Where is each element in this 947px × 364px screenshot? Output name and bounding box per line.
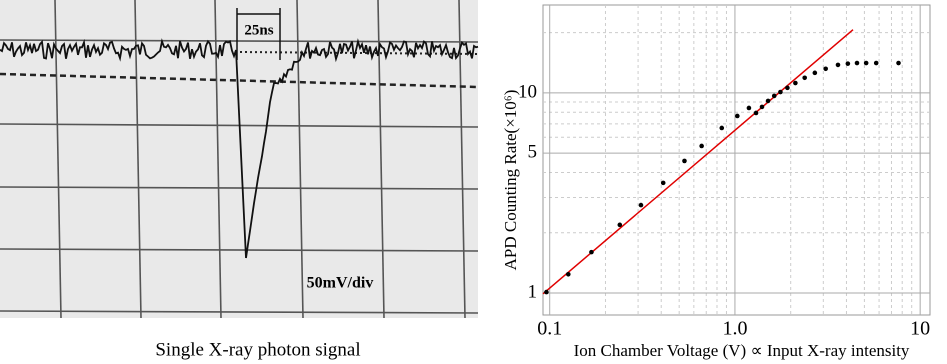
data-point bbox=[896, 61, 901, 66]
data-point bbox=[760, 105, 765, 110]
data-point bbox=[813, 71, 818, 76]
data-point bbox=[823, 66, 828, 71]
scale-label: 50mV/div bbox=[307, 275, 374, 292]
data-point bbox=[589, 250, 594, 255]
data-point bbox=[544, 290, 549, 295]
data-point bbox=[864, 61, 869, 66]
x-tick-label: 0.1 bbox=[537, 318, 562, 340]
y-tick-label: 10 bbox=[518, 81, 537, 102]
data-point bbox=[772, 94, 777, 99]
data-point bbox=[566, 272, 571, 277]
data-point bbox=[855, 61, 860, 66]
data-point bbox=[699, 144, 704, 149]
data-point bbox=[754, 111, 759, 116]
data-point bbox=[735, 114, 740, 119]
x-tick-label: 1.0 bbox=[722, 318, 747, 340]
data-point bbox=[778, 90, 783, 95]
data-point bbox=[802, 75, 807, 80]
plot-area bbox=[543, 5, 930, 315]
data-point bbox=[846, 61, 851, 66]
x-axis-label: Ion Chamber Voltage (V) ∝ Input X-ray in… bbox=[574, 341, 910, 360]
y-tick-label: 5 bbox=[528, 141, 538, 162]
oscilloscope-photo bbox=[0, 0, 478, 318]
data-point bbox=[766, 99, 771, 104]
data-point bbox=[719, 126, 724, 131]
y-axis-label: APD Counting Rate(×10⁶) bbox=[501, 90, 520, 271]
time-label: 25ns bbox=[244, 22, 273, 38]
data-point bbox=[836, 63, 841, 68]
data-point bbox=[661, 181, 666, 186]
figure: 25ns 50mV/div Single X-ray photon signal… bbox=[0, 0, 947, 364]
data-point bbox=[639, 203, 644, 208]
data-point bbox=[682, 159, 687, 164]
data-point bbox=[874, 61, 879, 66]
data-point bbox=[747, 106, 752, 111]
data-point bbox=[617, 223, 622, 228]
caption: Single X-ray photon signal bbox=[155, 339, 360, 360]
data-point bbox=[785, 86, 790, 91]
y-tick-label: 1 bbox=[528, 281, 538, 302]
data-point bbox=[793, 81, 798, 86]
x-tick-label: 10 bbox=[910, 318, 930, 340]
